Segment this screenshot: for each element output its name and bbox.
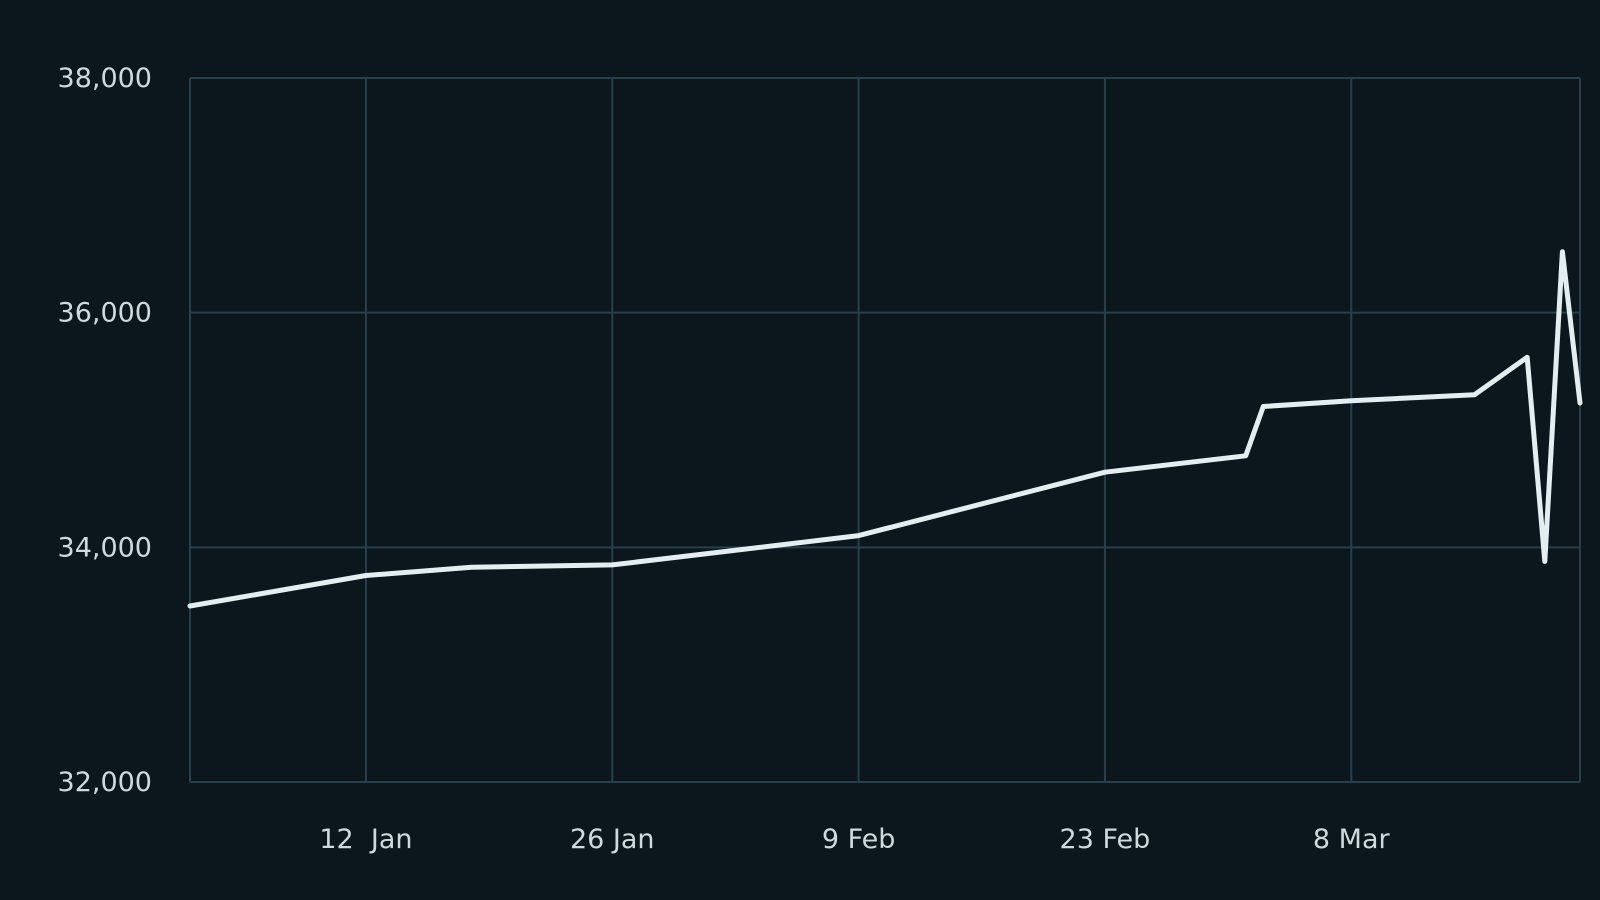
- x-tick-label: 23 Feb: [1060, 824, 1151, 855]
- vertical-gridlines: [364, 78, 1581, 782]
- x-tick-label: 26 Jan: [570, 824, 655, 855]
- y-tick-label: 34,000: [58, 532, 152, 563]
- x-tick-label: 12 Jan: [319, 824, 412, 855]
- x-tick-label: 9 Feb: [822, 824, 896, 855]
- y-tick-label: 32,000: [58, 767, 152, 798]
- y-axis-tick-labels: 32,000 34,000 36,000 38,000: [58, 63, 152, 798]
- x-tick-label: 8 Mar: [1313, 824, 1391, 855]
- x-axis-tick-labels: 12 Jan 26 Jan 9 Feb 23 Feb 8 Mar: [319, 824, 1390, 855]
- y-tick-label: 36,000: [58, 298, 152, 329]
- horizontal-gridlines: [190, 77, 1580, 783]
- y-tick-label: 38,000: [58, 63, 152, 94]
- series-line: [187, 249, 1583, 609]
